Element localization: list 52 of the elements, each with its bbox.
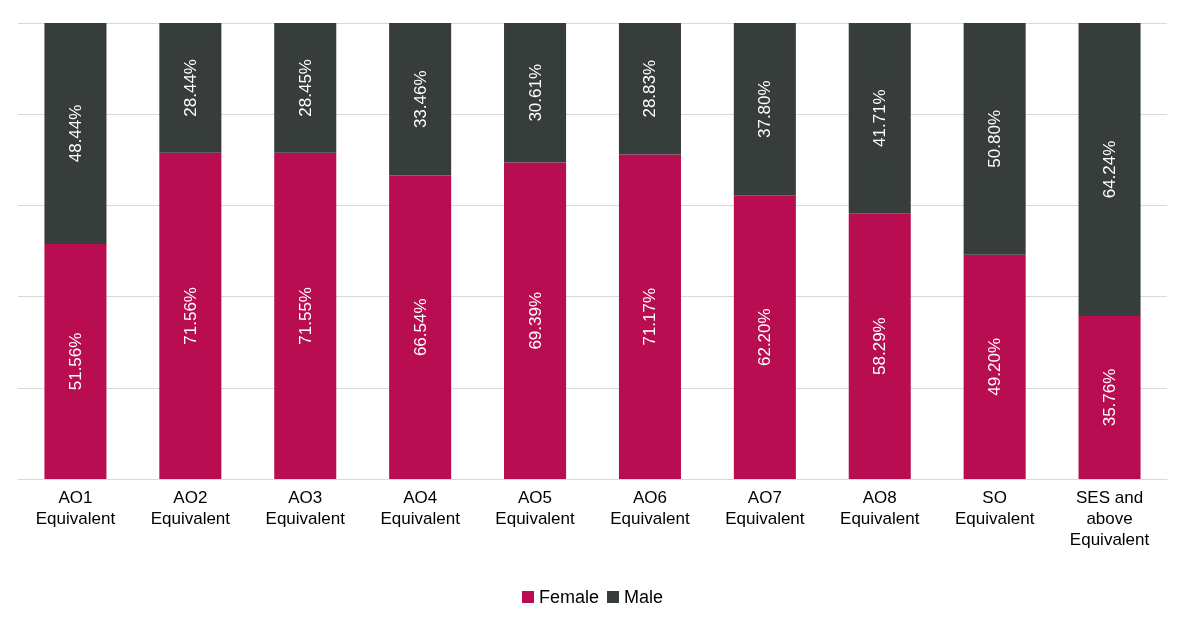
x-tick-label: AO6 Equivalent [610, 488, 690, 528]
bar [963, 23, 1026, 255]
data-label: 28.45% [295, 59, 315, 117]
data-label: 66.54% [410, 298, 430, 357]
x-tick-label: AO3 Equivalent [265, 488, 346, 528]
bar [848, 213, 911, 479]
bar [44, 23, 107, 244]
x-tick-label: AO1 Equivalent [35, 488, 116, 528]
data-label: 62.20% [755, 308, 775, 367]
bar [963, 254, 1026, 479]
x-tick-label: SO Equivalent [954, 488, 1035, 528]
data-label: 35.76% [1100, 368, 1120, 427]
bar [274, 23, 337, 153]
bar [1078, 315, 1141, 479]
bar [159, 152, 222, 479]
bar [618, 23, 681, 155]
data-label: 50.80% [985, 109, 1005, 168]
bar [504, 162, 567, 479]
x-tick-label: AO8 Equivalent [840, 488, 920, 528]
data-label: 51.56% [65, 332, 85, 391]
data-label: 41.71% [870, 89, 890, 147]
bar [274, 152, 337, 479]
data-label: 48.44% [65, 104, 85, 163]
bar [1078, 23, 1141, 316]
data-label: 71.55% [295, 287, 315, 345]
bar [159, 23, 222, 153]
bar [733, 23, 796, 196]
data-label: 58.29% [870, 317, 890, 375]
bar [848, 23, 911, 214]
legend-label: Male [624, 587, 664, 607]
x-tick-label: SES and above Equivalent [1069, 488, 1150, 549]
bar [44, 243, 107, 479]
x-tick-label: AO5 Equivalent [495, 488, 576, 528]
bar [733, 195, 796, 479]
data-label: 28.44% [180, 59, 200, 117]
data-label: 71.56% [180, 287, 200, 345]
bar [389, 175, 452, 479]
x-tick-label: AO2 Equivalent [150, 488, 231, 528]
bar [504, 23, 567, 163]
data-label: 69.39% [525, 291, 545, 350]
x-tick-label: AO7 Equivalent [725, 488, 805, 528]
data-label: 64.24% [1100, 140, 1120, 199]
data-label: 30.61% [525, 63, 545, 122]
legend-label: Female [538, 587, 600, 607]
data-label: 28.83% [640, 59, 660, 118]
x-tick-label: AO4 Equivalent [380, 488, 461, 528]
data-label: 37.80% [755, 80, 775, 139]
bar [618, 154, 681, 479]
data-label: 49.20% [985, 337, 1005, 396]
bar [389, 23, 452, 176]
data-label: 33.46% [410, 70, 430, 129]
data-label: 71.17% [640, 287, 660, 346]
